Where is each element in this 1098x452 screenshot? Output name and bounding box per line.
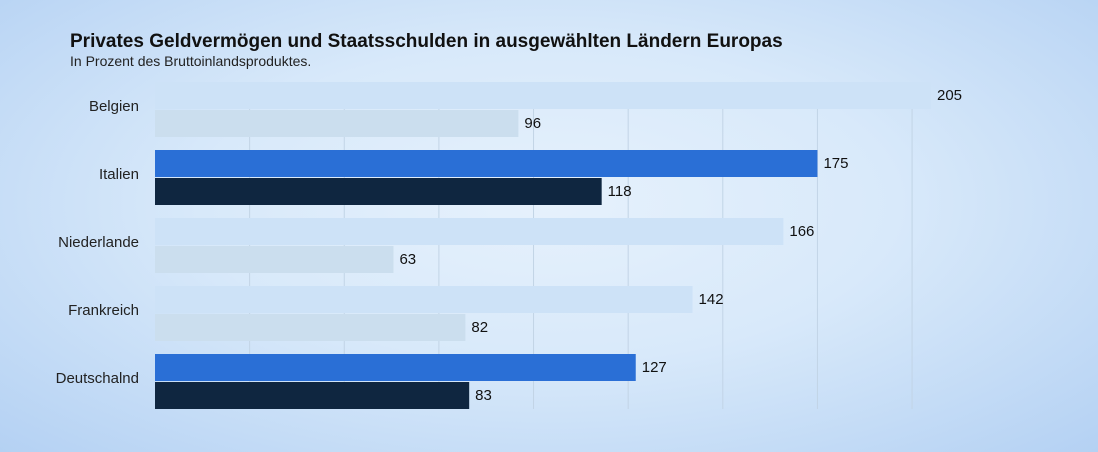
value-label-niederlande-series1: 166 <box>789 223 814 240</box>
value-label-frankreich-series1: 142 <box>699 291 724 308</box>
bar-italien-series2 <box>155 178 602 205</box>
value-label-belgien-series1: 205 <box>937 87 962 104</box>
value-label-frankreich-series2: 82 <box>471 319 488 336</box>
labels: Belgien 205 96 Italien 175 118 Niederlande 166 6… <box>56 87 962 404</box>
bar-frankreich-series1 <box>155 286 693 313</box>
bar-niederlande-series1 <box>155 218 784 245</box>
category-label-niederlande: Niederlande <box>58 234 139 251</box>
bar-deutschalnd-series2 <box>155 382 470 409</box>
bar-belgien-series2 <box>155 110 519 137</box>
bar-frankreich-series2 <box>155 314 466 341</box>
bar-niederlande-series2 <box>155 246 394 273</box>
category-label-belgien: Belgien <box>89 98 139 115</box>
bar-belgien-series1 <box>155 82 931 109</box>
bars <box>155 82 931 409</box>
chart-title: Privates Geldvermögen und Staatsschulden… <box>70 31 783 52</box>
value-label-deutschalnd-series2: 83 <box>475 387 492 404</box>
category-label-italien: Italien <box>99 166 139 183</box>
bar-deutschalnd-series1 <box>155 354 636 381</box>
value-label-niederlande-series2: 63 <box>399 251 416 268</box>
value-label-deutschalnd-series1: 127 <box>642 359 667 376</box>
value-label-italien-series1: 175 <box>823 155 848 172</box>
category-label-deutschalnd: Deutschalnd <box>56 370 139 387</box>
category-label-frankreich: Frankreich <box>68 302 139 319</box>
chart-subtitle: In Prozent des Bruttoinlandsproduktes. <box>70 53 312 69</box>
value-label-belgien-series2: 96 <box>524 115 541 132</box>
value-label-italien-series2: 118 <box>608 183 632 200</box>
bar-italien-series1 <box>155 150 818 177</box>
